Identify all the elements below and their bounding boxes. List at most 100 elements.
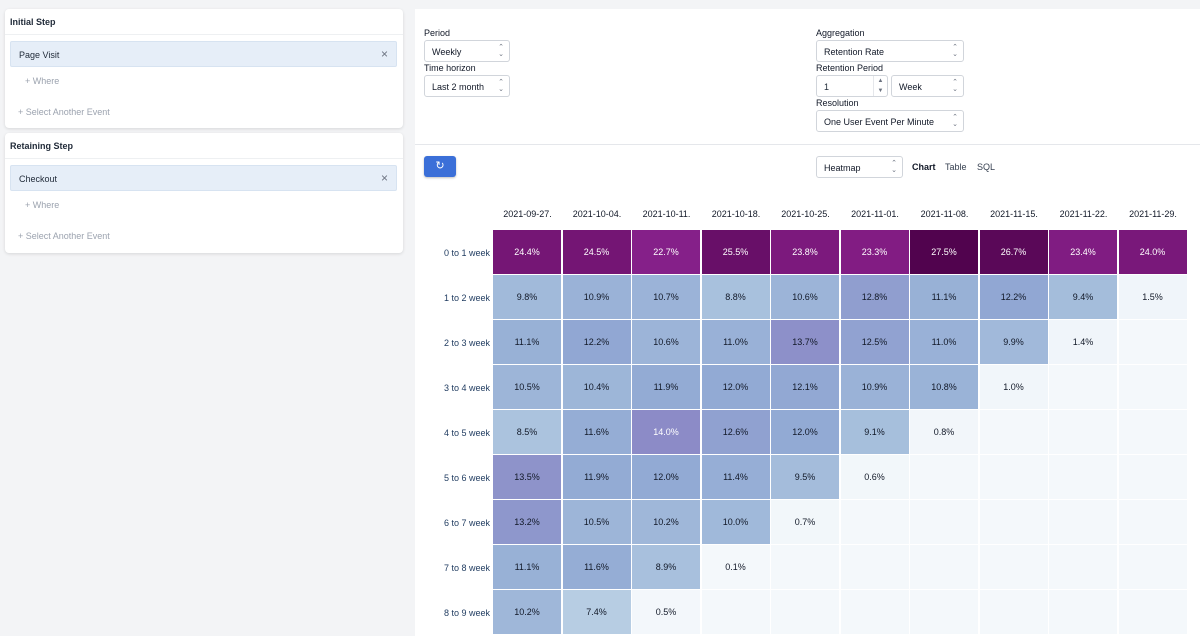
heatmap-cell: 13.7% xyxy=(771,320,840,365)
initial-step-panel: Initial Step Page Visit × + Where + Sele… xyxy=(5,9,403,128)
heatmap-cell: 10.6% xyxy=(632,320,701,365)
column-header: 2021-10-18. xyxy=(711,209,761,219)
heatmap-cell: 11.1% xyxy=(493,545,562,590)
heatmap-cell xyxy=(1118,320,1188,365)
chevron-updown-icon: ⌃ ⌄ xyxy=(498,79,504,93)
heatmap-cell: 8.5% xyxy=(493,410,562,455)
column-header: 2021-11-01. xyxy=(851,209,899,219)
row-header: 4 to 5 week xyxy=(443,428,490,438)
heatmap-cell: 11.1% xyxy=(910,275,979,320)
refresh-icon: ↻ xyxy=(435,160,445,172)
heatmap-cell: 12.2% xyxy=(562,320,632,365)
heatmap-cell: 11.9% xyxy=(632,365,701,410)
heatmap-cell xyxy=(840,590,910,635)
heatmap-cell: 9.9% xyxy=(979,320,1049,365)
heatmap-cell: 9.1% xyxy=(840,410,910,455)
heatmap-cell: 11.6% xyxy=(562,545,632,590)
heatmap-cell: 23.4% xyxy=(1049,230,1118,275)
heatmap-cell xyxy=(979,455,1049,500)
retention-period-number-input[interactable]: 1 ▲ ▼ xyxy=(816,75,888,97)
close-icon[interactable]: × xyxy=(380,171,388,185)
heatmap-cell xyxy=(979,410,1049,455)
heatmap-cell: 22.7% xyxy=(632,230,701,275)
heatmap-cell: 0.8% xyxy=(910,410,979,455)
retaining-where-link[interactable]: + Where xyxy=(25,200,60,210)
heatmap-cell: 11.1% xyxy=(493,320,562,365)
time-horizon-label: Time horizon xyxy=(424,63,476,73)
chart-type-select[interactable]: Heatmap ⌃ ⌄ xyxy=(816,156,903,178)
retention-period-unit: Week xyxy=(899,82,922,92)
row-header: 8 to 9 week xyxy=(443,608,490,618)
heatmap-cell xyxy=(1118,455,1188,500)
heatmap-cell: 12.6% xyxy=(701,410,771,455)
heatmap-cell xyxy=(979,545,1049,590)
heatmap-cell: 12.8% xyxy=(840,275,910,320)
retention-period-label: Retention Period xyxy=(816,63,884,73)
heatmap-cell: 10.9% xyxy=(840,365,910,410)
tab-chart[interactable]: Chart xyxy=(912,162,936,172)
initial-select-another-event[interactable]: + Select Another Event xyxy=(18,107,110,117)
heatmap-cell: 10.4% xyxy=(562,365,632,410)
heatmap-cell: 23.3% xyxy=(840,230,910,275)
heatmap-cell: 24.0% xyxy=(1118,230,1188,275)
heatmap-cell xyxy=(1049,500,1118,545)
tab-table[interactable]: Table xyxy=(945,162,967,172)
heatmap-cell: 11.0% xyxy=(701,320,771,365)
initial-event-row[interactable]: Page Visit × xyxy=(10,41,397,67)
time-horizon-select[interactable]: Last 2 month ⌃ ⌄ xyxy=(424,75,510,97)
heatmap-cell xyxy=(910,590,979,635)
heatmap-cell: 14.0% xyxy=(632,410,701,455)
heatmap-cell: 9.4% xyxy=(1049,275,1118,320)
retaining-select-another-event[interactable]: + Select Another Event xyxy=(18,231,110,241)
close-icon[interactable]: × xyxy=(380,47,388,61)
column-header: 2021-10-25. xyxy=(781,209,830,219)
heatmap-cell: 0.5% xyxy=(632,590,701,635)
heatmap-cell xyxy=(1049,410,1118,455)
heatmap-cell xyxy=(1049,455,1118,500)
stepper-icon[interactable]: ▲ ▼ xyxy=(873,76,887,96)
retaining-event-row[interactable]: Checkout × xyxy=(10,165,397,191)
resolution-select[interactable]: One User Event Per Minute ⌃ ⌄ xyxy=(816,110,964,132)
heatmap-cell xyxy=(771,590,840,635)
heatmap-cell: 13.2% xyxy=(493,500,562,545)
heatmap-cell: 10.8% xyxy=(910,365,979,410)
chevron-updown-icon: ⌃ ⌄ xyxy=(952,79,958,93)
aggregation-label: Aggregation xyxy=(816,28,865,38)
retention-period-unit-select[interactable]: Week ⌃ ⌄ xyxy=(891,75,964,97)
heatmap-cell: 10.5% xyxy=(562,500,632,545)
tab-sql[interactable]: SQL xyxy=(977,162,996,172)
heatmap-cell: 9.5% xyxy=(771,455,840,500)
heatmap-cell: 24.5% xyxy=(562,230,632,275)
period-label: Period xyxy=(424,28,451,38)
retaining-step-panel: Retaining Step Checkout × + Where + Sele… xyxy=(5,133,403,253)
refresh-button[interactable]: ↻ xyxy=(424,156,456,177)
row-header: 1 to 2 week xyxy=(443,293,490,303)
row-header: 6 to 7 week xyxy=(443,518,490,528)
chart-type-value: Heatmap xyxy=(824,163,861,173)
column-header: 2021-10-04. xyxy=(572,209,622,219)
period-select[interactable]: Weekly ⌃ ⌄ xyxy=(424,40,510,62)
heatmap-cell: 10.9% xyxy=(562,275,632,320)
heatmap-cell: 10.6% xyxy=(771,275,840,320)
heatmap-cell: 12.2% xyxy=(979,275,1049,320)
aggregation-select[interactable]: Retention Rate ⌃ ⌄ xyxy=(816,40,964,62)
heatmap-cell: 12.0% xyxy=(701,365,771,410)
heatmap-cell xyxy=(771,545,840,590)
heatmap-cell: 23.8% xyxy=(771,230,840,275)
heatmap-cell: 12.5% xyxy=(840,320,910,365)
resolution-label: Resolution xyxy=(816,98,859,108)
heatmap-cell xyxy=(910,545,979,590)
initial-where-link[interactable]: + Where xyxy=(25,76,60,86)
column-header: 2021-11-22. xyxy=(1059,209,1108,219)
heatmap-cell: 8.8% xyxy=(701,275,771,320)
heatmap-cell: 9.8% xyxy=(493,275,562,320)
heatmap-cell: 10.2% xyxy=(493,590,562,635)
period-value: Weekly xyxy=(432,47,462,57)
heatmap-cell xyxy=(840,500,910,545)
retaining-event-name: Checkout xyxy=(19,174,58,184)
row-header: 2 to 3 week xyxy=(443,338,490,348)
heatmap-cell: 0.6% xyxy=(840,455,910,500)
heatmap-cell: 11.9% xyxy=(562,455,632,500)
heatmap-cell xyxy=(840,545,910,590)
row-header: 7 to 8 week xyxy=(443,563,490,573)
